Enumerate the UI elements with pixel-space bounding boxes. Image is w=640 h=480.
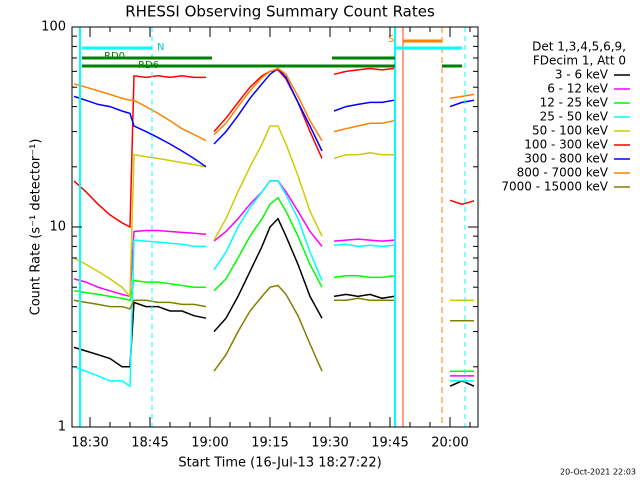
y-tick-label: 1 xyxy=(58,420,66,435)
series-line xyxy=(73,67,475,168)
x-tick-label: 20:00 xyxy=(431,436,468,451)
y-axis-label: Count Rate (s⁻¹ detector⁻¹) xyxy=(29,139,44,316)
legend-label: 300 - 800 keV xyxy=(524,152,608,166)
x-tick-label: 18:45 xyxy=(131,436,168,451)
series-line xyxy=(73,180,474,388)
chart-title: RHESSI Observing Summary Count Rates xyxy=(125,3,435,21)
y-tick-label: 10 xyxy=(49,220,66,235)
series-line xyxy=(73,196,474,372)
series-line xyxy=(73,217,475,387)
y-tick-label: 100 xyxy=(41,20,66,35)
legend-label: 6 - 12 keV xyxy=(547,82,609,96)
legend-label: 3 - 6 keV xyxy=(555,68,609,82)
plot-area xyxy=(73,67,475,388)
x-tick-label: 19:15 xyxy=(251,436,288,451)
x-axis-label: Start Time (16-Jul-13 18:27:22) xyxy=(178,456,381,471)
x-tick-label: 19:30 xyxy=(311,436,348,451)
x-tick-label: 18:30 xyxy=(71,436,108,451)
legend-label: 12 - 25 keV xyxy=(540,96,609,110)
series-line xyxy=(73,67,475,142)
legend-label: 50 - 100 keV xyxy=(532,124,609,138)
flag-label: N xyxy=(157,42,164,53)
legend-label: 800 - 7000 keV xyxy=(517,166,609,180)
legend-header: FDecim 1, Att 0 xyxy=(533,54,626,68)
footer: 20-Oct-2021 22:03 xyxy=(560,468,636,477)
x-tick-label: 19:00 xyxy=(191,436,228,451)
flag-label: S xyxy=(388,34,394,45)
legend-label: 7000 - 15000 keV xyxy=(501,180,608,194)
flag-label: RD0 xyxy=(104,51,125,62)
series-line xyxy=(73,284,474,372)
series-line xyxy=(73,125,474,302)
legend-label: 100 - 300 keV xyxy=(524,138,608,152)
flag-label: RD6 xyxy=(138,60,159,71)
x-tick-label: 19:45 xyxy=(371,436,408,451)
legend-header: Det 1,3,4,5,6,9, xyxy=(532,40,626,54)
legend-label: 25 - 50 keV xyxy=(540,110,609,124)
